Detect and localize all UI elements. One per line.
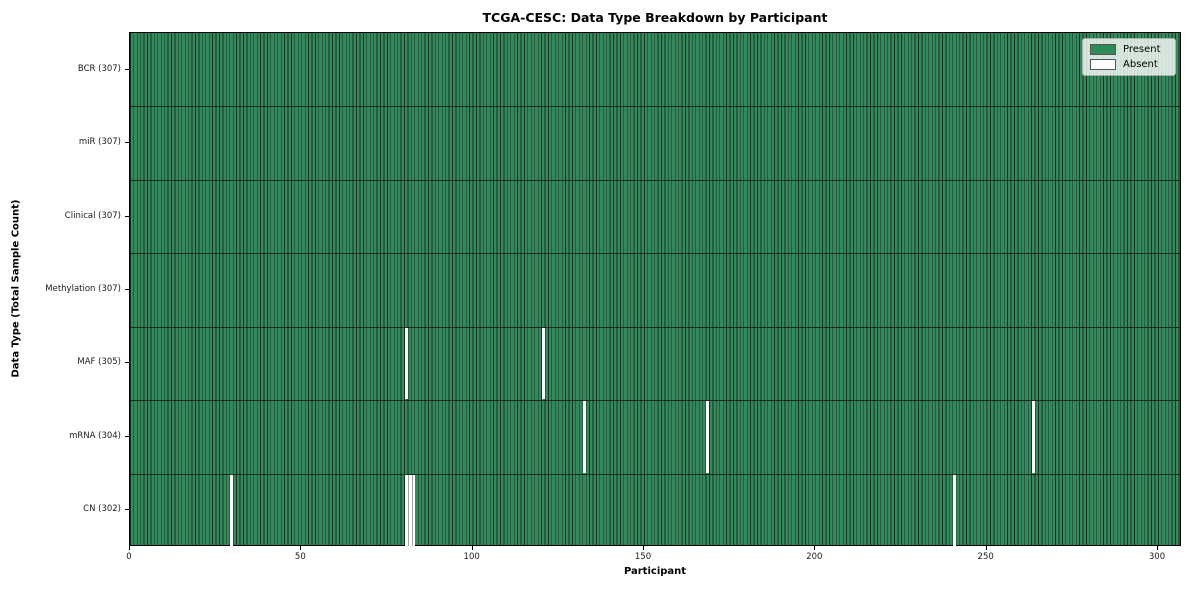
y-tick-label-bcr: BCR (307) xyxy=(77,63,121,74)
x-tick-label-200: 200 xyxy=(806,552,823,562)
y-tick-mark xyxy=(125,509,129,511)
x-tick-label-0: 0 xyxy=(126,552,132,562)
row-separator xyxy=(130,179,1180,181)
present-swatch xyxy=(1090,44,1116,55)
x-axis-label: Participant xyxy=(623,566,687,577)
absent-bar-mrna-132 xyxy=(583,401,586,473)
y-tick-mark xyxy=(125,289,129,290)
y-tick-mark xyxy=(125,435,129,437)
y-tick-label-mir: miR (307) xyxy=(78,137,121,148)
absent-bar-cn-80 xyxy=(404,474,408,546)
absent-bar-maf-120 xyxy=(541,327,545,400)
plot-area xyxy=(129,32,1181,546)
y-tick-label-maf: MAF (305) xyxy=(77,357,121,368)
row-separator xyxy=(130,253,1180,255)
legend-label-absent: Absent xyxy=(1123,59,1158,70)
y-tick-mark xyxy=(125,142,129,144)
x-tick-label-100: 100 xyxy=(463,552,480,562)
row-separator xyxy=(130,326,1180,328)
y-tick-label-clinical: Clinical (307) xyxy=(64,210,121,221)
y-tick-mark xyxy=(125,215,129,217)
x-tick-label-250: 250 xyxy=(977,552,994,562)
x-tick-label-50: 50 xyxy=(294,552,306,562)
x-tick-mark xyxy=(300,546,302,550)
absent-bar-mrna-263 xyxy=(1031,401,1035,473)
x-tick-mark xyxy=(129,546,130,550)
row-separator xyxy=(130,106,1180,108)
y-tick-label-methylation: Methylation (307) xyxy=(45,284,121,294)
y-tick-mark xyxy=(125,68,129,70)
chart-title: TCGA-CESC: Data Type Breakdown by Partic… xyxy=(482,10,828,25)
absent-bar-cn-82 xyxy=(411,474,416,546)
absent-bar-mrna-168 xyxy=(706,401,710,473)
row-separator xyxy=(130,400,1180,402)
row-separator xyxy=(130,473,1180,475)
x-tick-label-300: 300 xyxy=(1148,552,1166,562)
absent-bar-cn-240 xyxy=(953,474,956,546)
absent-swatch xyxy=(1090,59,1116,70)
absent-bar-cn-81 xyxy=(408,474,412,546)
legend-item-present: Present xyxy=(1090,44,1168,55)
legend: Present Absent xyxy=(1082,38,1176,76)
y-tick-mark xyxy=(125,362,129,364)
x-tick-mark xyxy=(814,546,816,550)
y-tick-label-cn: CN (302) xyxy=(83,504,121,515)
legend-label-present: Present xyxy=(1123,44,1161,55)
absent-bar-maf-80 xyxy=(404,327,408,400)
x-tick-mark xyxy=(471,546,473,550)
absent-bar-cn-29 xyxy=(230,474,233,546)
x-tick-mark xyxy=(985,546,987,550)
x-tick-mark xyxy=(1157,546,1158,550)
y-axis-label: Data Type (Total Sample Count) xyxy=(10,199,22,378)
x-tick-label-150: 150 xyxy=(634,552,652,562)
x-tick-mark xyxy=(643,546,644,550)
legend-item-absent: Absent xyxy=(1090,59,1168,70)
y-tick-label-mrna: mRNA (304) xyxy=(69,430,121,441)
